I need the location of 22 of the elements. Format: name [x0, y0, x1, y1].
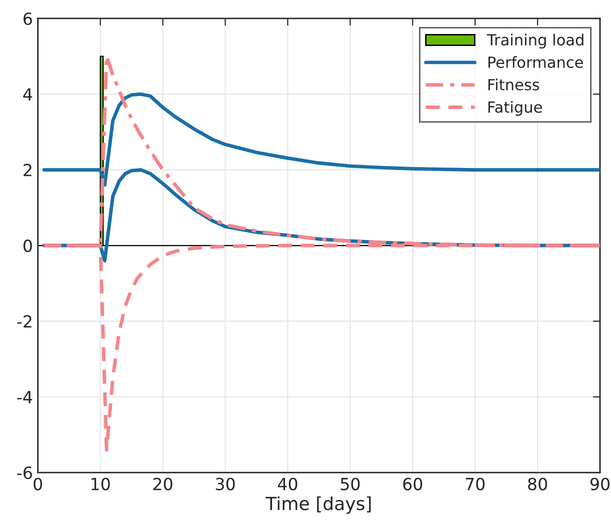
x-tick-label: 30: [216, 478, 235, 490]
legend-label: Fatigue: [488, 101, 542, 116]
y-tick-label: -4: [17, 391, 32, 404]
y-tick-label: 0: [24, 239, 32, 252]
legend-label: Training load: [486, 34, 584, 49]
x-tick-label: 60: [403, 478, 422, 490]
x-tick-label: 0: [34, 478, 42, 490]
y-tick-label: 2: [24, 164, 32, 176]
x-tick-label: 90: [590, 478, 610, 490]
legend-label: Performance: [488, 56, 583, 68]
x-tick-label: 80: [528, 478, 548, 490]
y-tick-label: -6: [17, 466, 32, 480]
x-tick-label: 50: [340, 478, 360, 490]
y-tick-label: 4: [23, 88, 32, 100]
x-axis-title: Time [days]: [266, 496, 371, 514]
legend-label: Fitness: [488, 78, 540, 90]
y-tick-label: -2: [17, 315, 32, 328]
x-tick-label: 10: [92, 478, 110, 490]
x-tick-label: 70: [466, 478, 485, 490]
y-tick-label: 6: [24, 12, 32, 26]
x-tick-label: 20: [153, 478, 172, 490]
x-tick-label: 40: [278, 478, 298, 490]
